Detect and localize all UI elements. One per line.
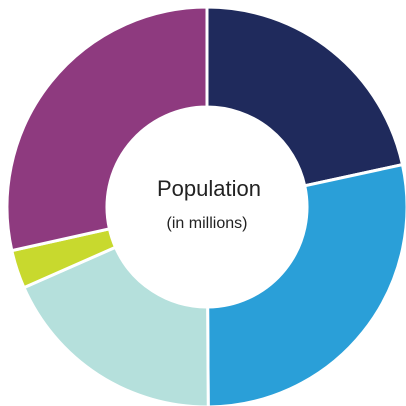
- donut: [5, 5, 406, 406]
- chart-subtitle: (in millions): [167, 215, 248, 232]
- donut-slice: [206, 162, 406, 406]
- donut-slice: [205, 5, 405, 188]
- donut-slice: [5, 5, 209, 253]
- donut-slice: [21, 245, 210, 406]
- chart-title: Population: [157, 176, 261, 201]
